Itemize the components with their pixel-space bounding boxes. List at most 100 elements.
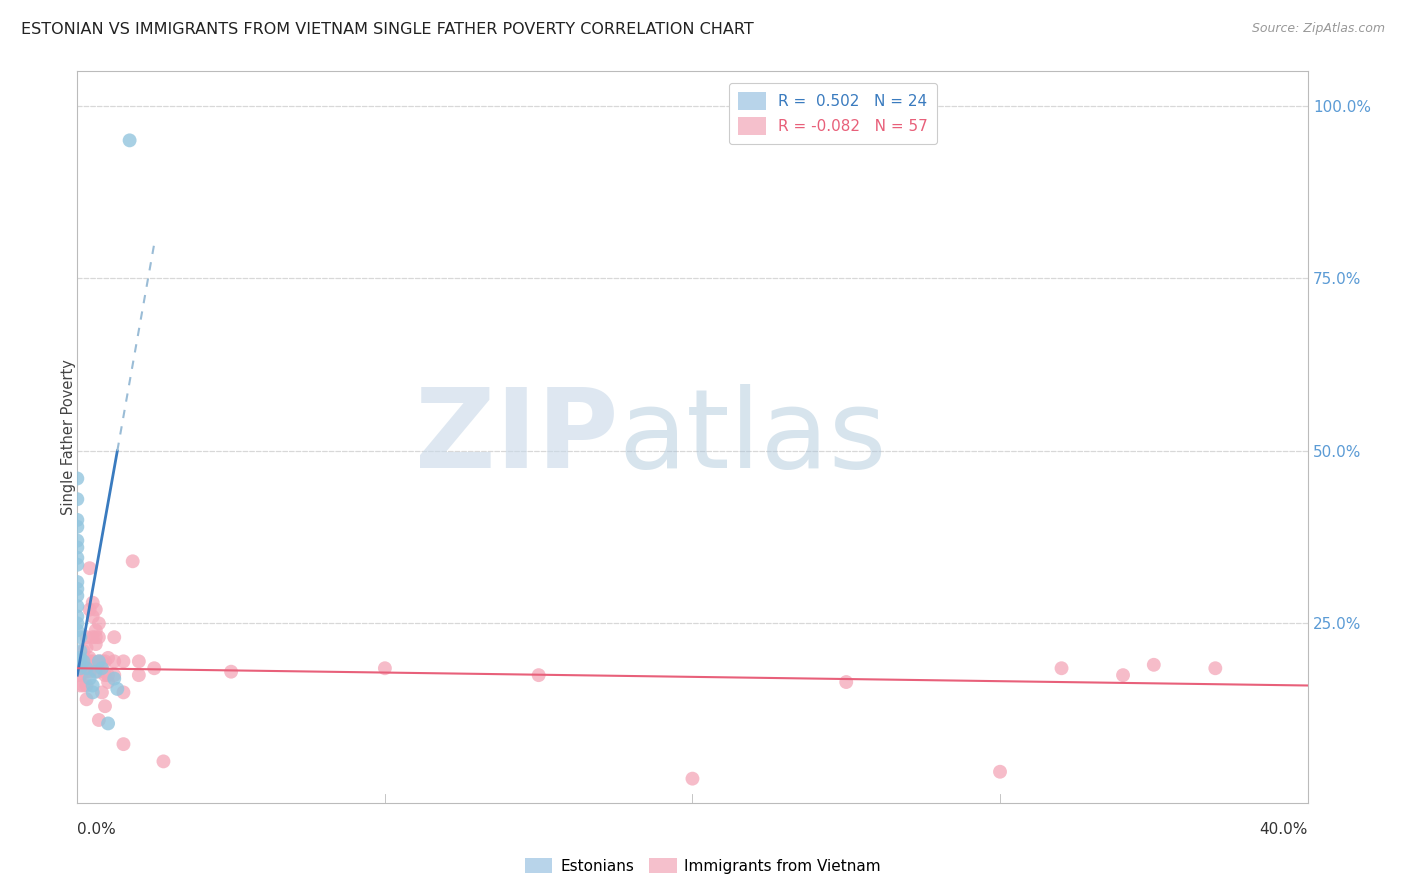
Point xyxy=(69,661,91,675)
Point xyxy=(82,685,104,699)
Point xyxy=(87,654,110,668)
Point xyxy=(82,609,104,624)
Point xyxy=(72,665,94,679)
Point xyxy=(84,602,107,616)
Point xyxy=(112,654,135,668)
Point xyxy=(94,654,117,668)
Point xyxy=(66,589,89,603)
Point xyxy=(79,561,101,575)
Point xyxy=(103,668,125,682)
Point xyxy=(87,654,110,668)
Point xyxy=(76,630,98,644)
Point xyxy=(219,665,242,679)
Point xyxy=(97,651,120,665)
Point xyxy=(1050,661,1073,675)
Text: atlas: atlas xyxy=(619,384,887,491)
Point xyxy=(76,640,98,655)
Point xyxy=(66,624,89,638)
Point xyxy=(66,599,89,614)
Point xyxy=(66,533,89,548)
Point xyxy=(69,654,91,668)
Point xyxy=(66,609,89,624)
Point xyxy=(69,657,91,672)
Point xyxy=(87,665,110,679)
Point xyxy=(94,668,117,682)
Point xyxy=(69,630,91,644)
Point xyxy=(79,651,101,665)
Point xyxy=(87,630,110,644)
Point xyxy=(76,692,98,706)
Point xyxy=(1112,668,1135,682)
Point xyxy=(79,672,101,686)
Point xyxy=(90,685,114,699)
Point xyxy=(94,699,117,714)
Point xyxy=(82,596,104,610)
Point xyxy=(76,657,98,672)
Point xyxy=(97,668,120,682)
Point xyxy=(84,637,107,651)
Point xyxy=(835,675,858,690)
Point xyxy=(72,654,94,668)
Point xyxy=(66,558,89,572)
Point xyxy=(69,651,91,665)
Point xyxy=(527,668,550,682)
Point xyxy=(988,764,1011,779)
Text: 40.0%: 40.0% xyxy=(1260,822,1308,837)
Point xyxy=(66,541,89,555)
Point xyxy=(152,755,174,769)
Point xyxy=(66,492,89,507)
Legend: R =  0.502   N = 24, R = -0.082   N = 57: R = 0.502 N = 24, R = -0.082 N = 57 xyxy=(730,83,936,145)
Point xyxy=(1143,657,1166,672)
Point xyxy=(143,661,166,675)
Point xyxy=(76,665,98,679)
Point xyxy=(90,654,114,668)
Point xyxy=(66,582,89,596)
Text: ZIP: ZIP xyxy=(415,384,619,491)
Point xyxy=(90,661,114,675)
Point xyxy=(105,681,128,696)
Point xyxy=(374,661,396,675)
Point xyxy=(69,678,91,692)
Point xyxy=(69,651,91,665)
Point xyxy=(682,772,704,786)
Point xyxy=(84,624,107,638)
Point xyxy=(82,654,104,668)
Point xyxy=(112,737,135,751)
Point xyxy=(69,668,91,682)
Point xyxy=(69,661,91,675)
Point xyxy=(72,651,94,665)
Point xyxy=(84,665,107,679)
Point xyxy=(79,665,101,679)
Point xyxy=(112,685,135,699)
Point xyxy=(69,654,91,668)
Point xyxy=(79,654,101,668)
Point xyxy=(66,471,89,485)
Point xyxy=(69,644,91,658)
Point xyxy=(82,678,104,692)
Point xyxy=(66,513,89,527)
Point xyxy=(84,630,107,644)
Point xyxy=(103,672,125,686)
Point xyxy=(72,644,94,658)
Point xyxy=(66,550,89,565)
Point xyxy=(87,713,110,727)
Point xyxy=(118,133,141,147)
Point xyxy=(76,661,98,675)
Point xyxy=(1204,661,1226,675)
Point xyxy=(97,716,120,731)
Point xyxy=(72,654,94,668)
Point xyxy=(66,616,89,631)
Point xyxy=(79,602,101,616)
Point xyxy=(128,668,150,682)
Point xyxy=(128,654,150,668)
Point xyxy=(69,668,91,682)
Point xyxy=(121,554,143,568)
Point xyxy=(69,654,91,668)
Point xyxy=(97,675,120,690)
Point xyxy=(87,616,110,631)
Point xyxy=(103,630,125,644)
Text: Source: ZipAtlas.com: Source: ZipAtlas.com xyxy=(1251,22,1385,36)
Point xyxy=(69,661,91,675)
Point xyxy=(103,654,125,668)
Legend: Estonians, Immigrants from Vietnam: Estonians, Immigrants from Vietnam xyxy=(519,852,887,880)
